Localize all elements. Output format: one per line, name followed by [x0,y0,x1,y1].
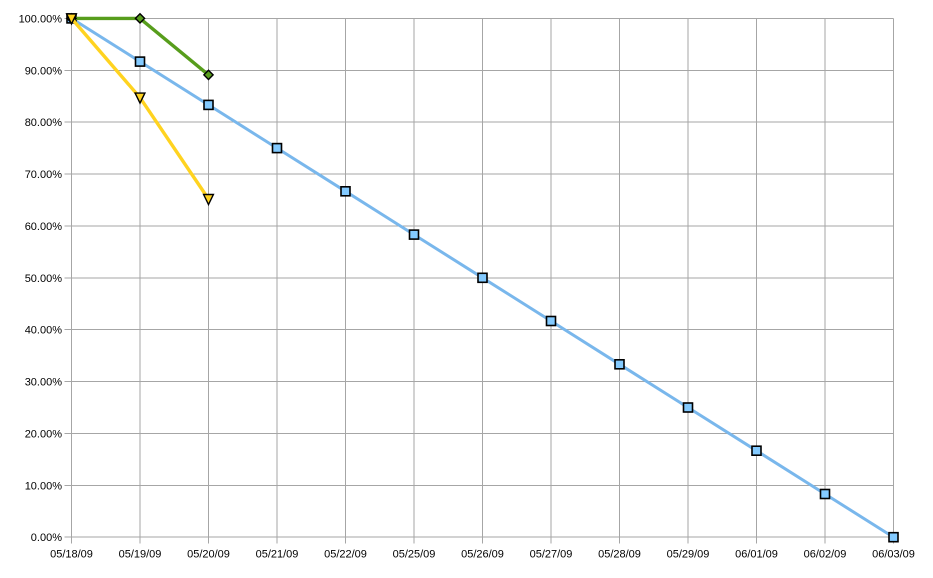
svg-text:05/18/09: 05/18/09 [50,549,93,561]
svg-text:06/02/09: 06/02/09 [804,549,847,561]
svg-text:50.00%: 50.00% [25,273,63,285]
svg-text:10.00%: 10.00% [25,480,63,492]
svg-text:06/01/09: 06/01/09 [735,549,778,561]
svg-text:60.00%: 60.00% [25,221,63,233]
svg-text:06/03/09: 06/03/09 [872,549,915,561]
svg-text:05/21/09: 05/21/09 [256,549,299,561]
svg-text:0.00%: 0.00% [31,532,62,544]
svg-text:80.00%: 80.00% [25,117,63,129]
svg-text:40.00%: 40.00% [25,325,63,337]
svg-text:05/29/09: 05/29/09 [667,549,710,561]
svg-text:70.00%: 70.00% [25,169,63,181]
svg-text:05/27/09: 05/27/09 [530,549,573,561]
svg-text:100.00%: 100.00% [19,13,63,25]
svg-text:05/22/09: 05/22/09 [324,549,367,561]
svg-text:30.00%: 30.00% [25,377,63,389]
svg-text:20.00%: 20.00% [25,428,63,440]
svg-text:05/25/09: 05/25/09 [393,549,436,561]
svg-text:90.00%: 90.00% [25,65,63,77]
svg-text:05/19/09: 05/19/09 [119,549,162,561]
svg-text:05/28/09: 05/28/09 [598,549,641,561]
svg-text:05/20/09: 05/20/09 [187,549,230,561]
svg-text:05/26/09: 05/26/09 [461,549,504,561]
